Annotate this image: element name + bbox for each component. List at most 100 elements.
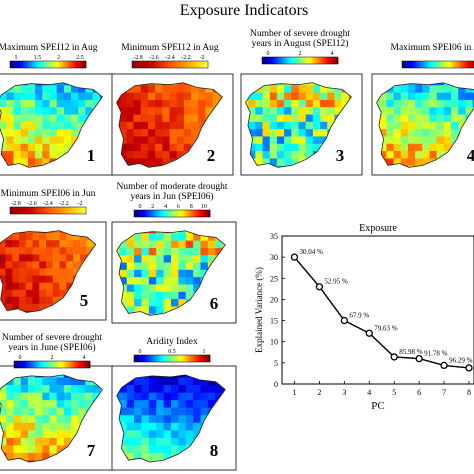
map-panel-2: 2 Minimum SPEI12 in Aug -2.8 -2.6 -2.4 -2.2 -2 (111, 43, 234, 176)
colorbar: 0 2 4 6 8 10 (133, 204, 211, 218)
colorbar-tick-label: -2 (200, 55, 205, 61)
chart-ticks: 1 2 3 4 5 6 7 8 0 5 10 15 20 25 30 35 (270, 232, 471, 397)
colorbar: 0 0.5 1 (133, 349, 211, 363)
panel-number: 5 (80, 291, 89, 310)
map-title-line: years in Jun (SPEI06) (130, 191, 213, 202)
panel-number: 3 (336, 146, 345, 165)
data-point (440, 361, 448, 370)
y-tick-label: 25 (270, 274, 278, 283)
iberia-outline (116, 374, 226, 463)
colorbar-tick-label: 4 (164, 204, 167, 210)
colorbar-tick-label: 1.5 (34, 55, 42, 61)
x-tick-label: 5 (392, 388, 396, 397)
map-panels: 1 Maximum SPEI12 in Aug 1 1.5 2 2.5 2 Minimum S… (0, 28, 474, 471)
map-panel-1: 1 Maximum SPEI12 in Aug 1 1.5 2 2.5 (0, 43, 114, 176)
data-point (465, 364, 473, 372)
map-title-line: Aridity Index (146, 337, 198, 347)
explained-variance-line (293, 256, 470, 369)
x-tick-label: 8 (467, 388, 471, 397)
colorbar-tick-label: 0 (139, 349, 142, 355)
chart-point-labels: 30.04 % 52.95 % 67.9 % 79.63 % 85.98 % 91.78 … (299, 248, 472, 364)
colorbar-tick-label: 6 (177, 204, 180, 210)
pca-chart: Exposure PC Explained Variance (%) 1 2 3 4 5… (254, 223, 474, 412)
figure-title: Exposure Indicators (180, 2, 308, 19)
map-title-line: Minimum SPEI06 in Jun (1, 189, 96, 199)
chart-y-axis-label: Explained Variance (%) (254, 267, 264, 353)
data-point (290, 253, 299, 261)
iberia-outline (245, 82, 352, 168)
y-tick-label: 20 (270, 295, 278, 304)
chart-title: Exposure (359, 223, 397, 234)
colorbar-tick-label: -2 (78, 201, 83, 207)
panel-number: 6 (210, 294, 219, 313)
colorbar (401, 60, 474, 69)
panel-number: 7 (87, 441, 96, 460)
data-point (415, 354, 423, 363)
x-tick-label: 7 (442, 388, 446, 397)
map-title-line: years in June (SPEI06) (8, 342, 95, 353)
colorbar-tick-label: -2.4 (165, 55, 175, 61)
iberia-outline (0, 230, 97, 313)
data-point (390, 353, 398, 361)
map-title-line: years in August (SPEI12) (252, 38, 349, 49)
colorbar-tick-label: 2 (299, 51, 302, 57)
y-tick-label: 0 (274, 380, 278, 389)
chart-plot-frame (281, 235, 474, 385)
colorbar-tick-label: 0.5 (168, 349, 176, 355)
colorbar-tick-label: 4 (331, 51, 334, 57)
point-label: 30.04 % (299, 248, 323, 256)
colorbar: -2.8 -2.6 -2.4 -2.2 -2 (9, 201, 87, 215)
y-tick-label: 15 (270, 317, 278, 326)
colorbar-tick-label: 0 (139, 204, 142, 210)
iberia-outline (116, 82, 223, 168)
data-point (315, 283, 324, 291)
map-title-line: Number of severe drought (2, 332, 102, 343)
map-title-line: Number of moderate drought (116, 181, 227, 192)
map-title-line: Maximum SPEI12 in Aug (0, 43, 98, 53)
colorbar: 0 2 4 (13, 355, 91, 369)
colorbar-tick-label: -2.8 (11, 201, 21, 207)
point-label: 52.95 % (324, 278, 348, 286)
panel-number: 4 (467, 146, 474, 165)
map-title-line: Minimum SPEI12 in Aug (121, 43, 219, 53)
colorbar-tick-label: -2.4 (43, 201, 53, 207)
colorbar-tick-label: -2.6 (27, 201, 37, 207)
x-tick-label: 3 (342, 388, 346, 397)
colorbar-tick-label: 4 (83, 355, 86, 361)
panel-number: 2 (207, 146, 216, 165)
map-panel-4: 4 Maximum SPEI06 in Aug (371, 43, 474, 176)
panel-number: 1 (87, 146, 96, 165)
colorbar: 1 1.5 2 2.5 (9, 55, 87, 69)
x-tick-label: 4 (367, 388, 371, 397)
map-title-line: Maximum SPEI06 in Aug (391, 43, 474, 53)
iberia-outline (0, 374, 103, 463)
point-label: 91.78 % (424, 350, 448, 358)
colorbar-tick-label: 1 (203, 349, 206, 355)
chart-x-axis-label: PC (371, 400, 384, 412)
point-label: 85.98 % (399, 348, 423, 356)
y-tick-label: 10 (270, 338, 278, 347)
panel-number: 8 (210, 441, 219, 460)
colorbar-tick-label: 2.5 (76, 55, 84, 61)
point-label: 67.9 % (349, 312, 369, 320)
map-title-line: Number of severe drought (250, 28, 350, 39)
y-tick-label: 30 (270, 253, 278, 262)
chart-points (290, 253, 473, 372)
colorbar: 0 2 4 (261, 51, 339, 65)
colorbar-tick-label: -2.6 (149, 55, 159, 61)
colorbar-tick-label: -2.2 (181, 55, 191, 61)
colorbar-tick-label: 0 (19, 355, 22, 361)
map-panel-5: 5 Minimum SPEI06 in Jun -2.8 -2.6 -2.4 -2.2 -2 (0, 189, 107, 321)
colorbar-tick-label: 2 (51, 355, 54, 361)
iberia-outline (116, 230, 226, 316)
colorbar-tick-label: 1 (15, 55, 18, 61)
point-label: 79.63 % (374, 324, 398, 332)
point-label: 96.29 % (449, 356, 473, 364)
x-tick-label: 1 (292, 388, 296, 397)
colorbar-tick-label: 2 (57, 55, 60, 61)
